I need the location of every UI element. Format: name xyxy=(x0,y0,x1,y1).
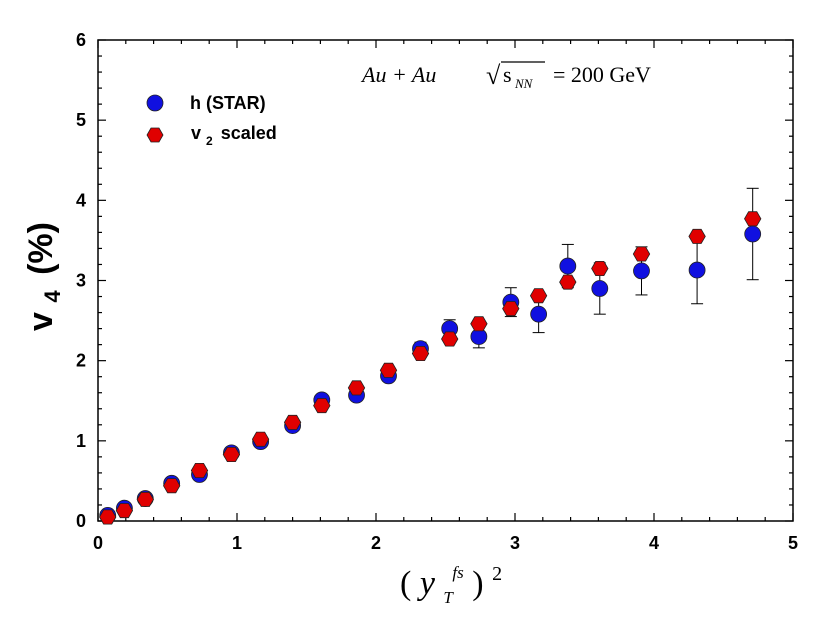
annotation-prefix: Au + Au xyxy=(360,62,436,87)
data-point-v2-scaled xyxy=(529,288,548,304)
legend-v2-main: v xyxy=(191,123,201,143)
xlabel-open: ( xyxy=(400,565,411,602)
annotation-s: s xyxy=(503,62,512,87)
data-point-star xyxy=(744,225,762,243)
annotation-sqrt: √ xyxy=(486,61,501,90)
ylabel-main: v xyxy=(22,312,60,331)
data-point-star xyxy=(633,262,650,280)
x-tick-label: 0 xyxy=(93,533,103,553)
annotation-suffix: = 200 GeV xyxy=(553,62,651,87)
data-point-v2-scaled xyxy=(559,274,577,290)
data-point-v2-scaled xyxy=(313,398,331,414)
data-point-v2-scaled xyxy=(744,211,762,227)
y-tick-label: 5 xyxy=(76,110,86,130)
data-point-v2-scaled xyxy=(379,362,398,378)
data-point-v2-scaled xyxy=(251,431,270,447)
x-tick-label: 2 xyxy=(371,533,381,553)
data-point-v2-scaled xyxy=(688,228,706,244)
xlabel-close: ) xyxy=(472,565,483,602)
data-point-v2-scaled xyxy=(222,446,241,463)
data-point-star xyxy=(530,305,548,323)
x-axis-label: ( y T fs ) 2 xyxy=(400,549,502,611)
y-tick-label: 1 xyxy=(76,431,86,451)
annotation: Au + Au √ s NN = 200 GeV xyxy=(360,61,651,91)
data-point-v2-scaled xyxy=(470,316,488,332)
xlabel-power: 2 xyxy=(492,563,502,585)
legend-marker-star xyxy=(146,94,164,112)
data-point-v2-scaled xyxy=(441,331,459,347)
data-point-v2-scaled xyxy=(136,491,154,507)
data-point-v2-scaled xyxy=(163,478,181,494)
xlabel-sup: fs xyxy=(452,563,464,582)
ylabel-sub: 4 xyxy=(40,290,65,303)
annotation-sub: NN xyxy=(514,76,534,91)
y-tick-label: 2 xyxy=(76,351,86,371)
data-point-v2-scaled xyxy=(632,246,651,262)
data-point-v2-scaled xyxy=(347,380,366,396)
y-tick-label: 4 xyxy=(76,190,86,210)
legend-v2-rest: scaled xyxy=(221,123,277,143)
y-tick-label: 3 xyxy=(76,271,86,291)
legend-label-v2: v 2 scaled xyxy=(191,123,277,149)
data-point-v2-scaled xyxy=(283,414,302,430)
y-tick-label: 0 xyxy=(76,511,86,531)
ylabel-unit: (%) xyxy=(22,222,60,275)
legend: h (STAR) v 2 scaled xyxy=(146,93,277,149)
data-point-v2-scaled xyxy=(502,301,520,317)
x-tick-label: 3 xyxy=(510,533,520,553)
xlabel-var: y xyxy=(417,565,436,602)
data-point-v2-scaled xyxy=(411,345,430,362)
data-point-star xyxy=(559,257,577,275)
plot-area: 0 1 2 3 4 5 0 1 2 3 4 5 6 xyxy=(76,30,798,553)
x-tick-label: 1 xyxy=(232,533,242,553)
data-point-star xyxy=(688,261,706,279)
data-point-v2-scaled xyxy=(99,509,117,525)
legend-label-star: h (STAR) xyxy=(190,93,266,113)
data-point-v2-scaled xyxy=(190,462,209,479)
data-point-star xyxy=(591,280,609,297)
data-point-v2-scaled xyxy=(591,260,609,277)
legend-marker-v2 xyxy=(146,127,164,143)
x-tick-label: 5 xyxy=(788,533,798,553)
x-tick-label: 4 xyxy=(649,533,659,553)
data-point-v2-scaled xyxy=(115,503,134,519)
y-axis-label: v 4 (%) xyxy=(22,222,68,331)
xlabel-sub: T xyxy=(443,588,454,607)
y-tick-label: 6 xyxy=(76,30,86,50)
legend-v2-sub: 2 xyxy=(206,134,213,148)
